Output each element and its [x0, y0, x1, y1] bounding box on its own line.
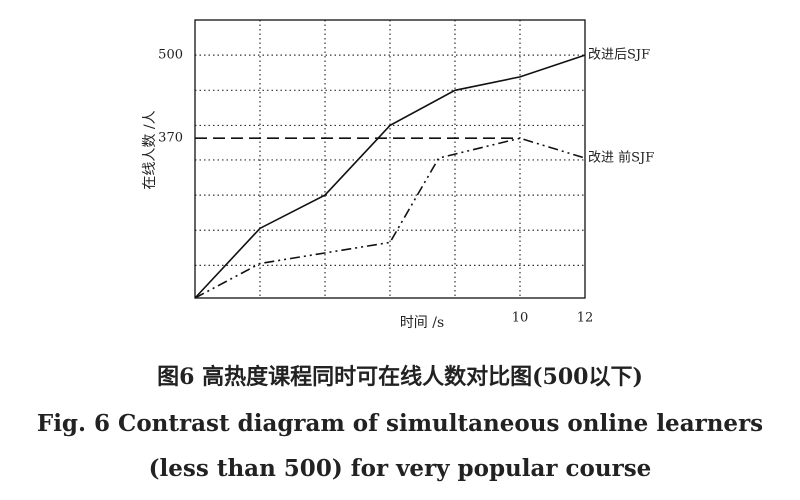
series-label: 改进后SJF	[588, 48, 650, 63]
y-tick-label: 500	[158, 48, 183, 63]
y-axis-label: 在线人数 /人	[142, 110, 158, 189]
series-label: 改进 前SJF	[588, 150, 654, 166]
x-tick-label: 12	[577, 311, 594, 326]
caption-en: (less than 500) for very popular course	[149, 455, 652, 482]
caption-en: Fig. 6 Contrast diagram of simultaneous …	[37, 410, 763, 437]
y-tick-label: 370	[158, 131, 183, 146]
series-line	[194, 137, 586, 299]
caption-cn: 图6 高热度课程同时可在线人数对比图(500以下)	[157, 364, 643, 390]
plot-frame	[194, 19, 586, 299]
x-axis-label: 时间 /s	[400, 315, 444, 331]
series-line	[194, 54, 586, 299]
x-tick-label: 10	[512, 311, 529, 326]
